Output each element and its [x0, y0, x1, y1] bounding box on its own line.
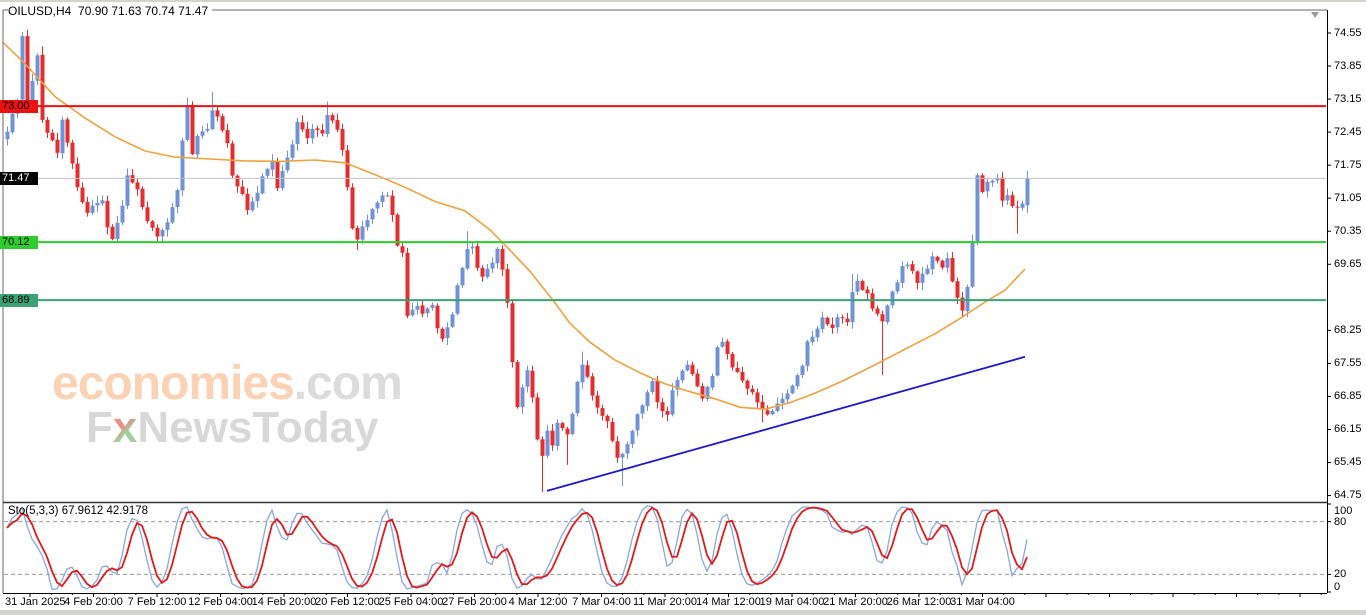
horizontal-levels: [4, 105, 1326, 302]
trendline: [546, 355, 1026, 492]
stochastic-indicator-label: Sto(5,3,3) 67.9612 42.9178: [8, 505, 149, 517]
stochastic-k-line: [6, 505, 1028, 591]
watermark-rest: NewsToday: [137, 403, 379, 452]
stochastic-panel: [4, 503, 1331, 593]
window-bottom-edge: [0, 610, 1366, 615]
stochastic-d-line: [6, 506, 1028, 589]
watermark-brand: economies: [52, 357, 295, 410]
watermark-fx-icon: x: [112, 403, 138, 452]
candles-series: [5, 29, 1030, 493]
watermark-line1: economies.com: [52, 356, 403, 411]
chart-frame-borders: [2, 9, 1328, 594]
watermark-domain: .com: [293, 357, 403, 410]
window-top-edge: [0, 0, 1366, 2]
watermark-f: F: [86, 403, 113, 452]
symbol-ohlc-title: OILUSD,H4 70.90 71.63 70.74 71.47: [8, 4, 213, 18]
chart-shift-marker-icon[interactable]: [1311, 12, 1319, 18]
watermark-line2: FxNewsToday: [86, 403, 379, 453]
